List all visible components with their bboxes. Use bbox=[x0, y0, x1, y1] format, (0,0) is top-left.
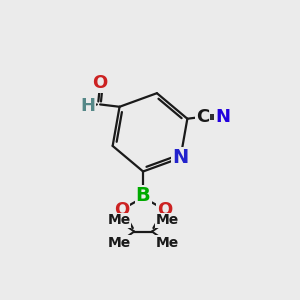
Text: N: N bbox=[172, 148, 189, 167]
Text: Me: Me bbox=[156, 213, 179, 227]
Text: Me: Me bbox=[107, 213, 130, 227]
Text: O: O bbox=[92, 74, 107, 92]
Text: H: H bbox=[80, 97, 95, 115]
Text: B: B bbox=[136, 186, 151, 205]
Text: O: O bbox=[114, 201, 130, 219]
Text: Me: Me bbox=[156, 236, 179, 250]
Text: C: C bbox=[196, 108, 209, 126]
Text: O: O bbox=[157, 201, 172, 219]
Text: Me: Me bbox=[107, 236, 130, 250]
Text: N: N bbox=[215, 108, 230, 126]
